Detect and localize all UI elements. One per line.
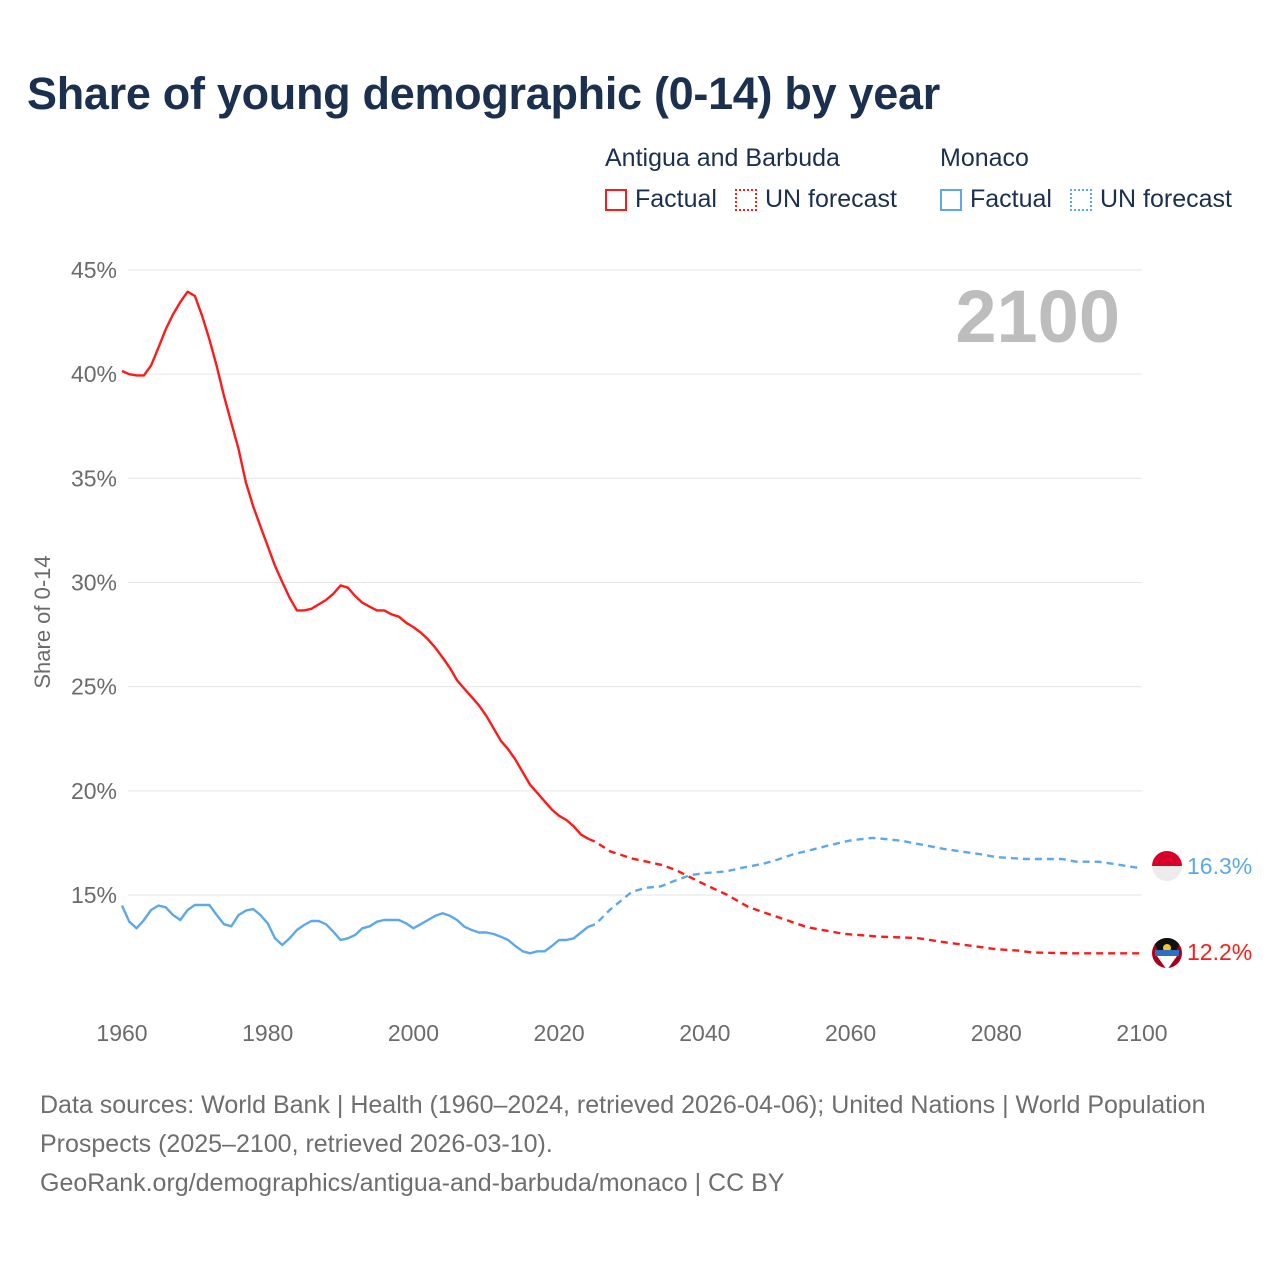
end-value-label-monaco: 16.3%: [1187, 853, 1252, 879]
legend-item-factual[interactable]: Factual: [605, 185, 717, 214]
year-watermark: 2100: [955, 275, 1120, 358]
legend-item-forecast[interactable]: UN forecast: [734, 185, 897, 214]
footer: Data sources: World Bank | Health (1960–…: [40, 1086, 1240, 1203]
legend-swatch-solid: [940, 188, 962, 211]
antigua-forecast-line: [587, 837, 1142, 955]
data-sources-note: Data sources: World Bank | Health (1960–…: [40, 1091, 1206, 1158]
end-value-label-antigua: 12.2%: [1187, 939, 1252, 965]
x-tick-label: 2000: [388, 1020, 439, 1046]
monaco-factual-line: [120, 903, 590, 955]
legend-country-name: Monaco: [940, 144, 1029, 172]
x-tick-label: 1980: [242, 1020, 293, 1046]
legend-item-forecast[interactable]: UN forecast: [1069, 185, 1232, 214]
y-tick-label: 45%: [71, 257, 117, 283]
antigua-factual-line: [121, 290, 589, 840]
x-tick-label: 2040: [679, 1020, 730, 1046]
legend-antigua: Antigua and Barbuda Factual UN forecast: [605, 144, 915, 214]
y-axis-ticks: 15% 20% 25% 30% 35% 40% 45%: [71, 257, 117, 908]
y-tick-label: 35%: [71, 465, 117, 491]
legend-label: UN forecast: [1099, 185, 1232, 213]
y-tick-label: 15%: [71, 882, 117, 908]
antigua-and-barbuda-flag-icon: [1152, 938, 1182, 968]
end-markers: 16.3% 12.2%: [1152, 851, 1252, 968]
x-tick-label: 2020: [534, 1020, 585, 1046]
legend-label: Factual: [635, 185, 717, 213]
legend-country-name: Antigua and Barbuda: [605, 144, 840, 172]
y-tick-label: 20%: [71, 778, 117, 804]
x-tick-label: 2100: [1116, 1020, 1167, 1046]
legend-label: Factual: [970, 185, 1052, 213]
x-tick-label: 1960: [96, 1020, 147, 1046]
legend-label: UN forecast: [764, 185, 897, 213]
legend-item-factual[interactable]: Factual: [940, 185, 1052, 214]
y-axis-label: Share of 0-14: [30, 555, 55, 688]
series-lines: [120, 290, 1143, 955]
legend-swatch-dotted: [734, 188, 757, 211]
chart-title: Share of young demographic (0-14) by yea…: [27, 68, 940, 119]
gridlines: [128, 269, 1142, 896]
legend-monaco: Monaco Factual UN forecast: [940, 144, 1232, 214]
legend-swatch-solid: [605, 188, 627, 211]
legend-swatch-dotted: [1069, 188, 1092, 211]
y-tick-label: 30%: [71, 570, 117, 596]
monaco-forecast-line: [587, 836, 1143, 928]
credit-link[interactable]: GeoRank.org/demographics/antigua-and-bar…: [40, 1169, 785, 1197]
x-tick-label: 2080: [971, 1020, 1022, 1046]
monaco-flag-icon: [1152, 851, 1182, 881]
x-axis-ticks: 1960 1980 2000 2020 2040 2060 2080 2100: [96, 1020, 1167, 1046]
x-tick-label: 2060: [825, 1020, 876, 1046]
y-tick-label: 40%: [71, 361, 117, 387]
y-tick-label: 25%: [71, 674, 117, 700]
